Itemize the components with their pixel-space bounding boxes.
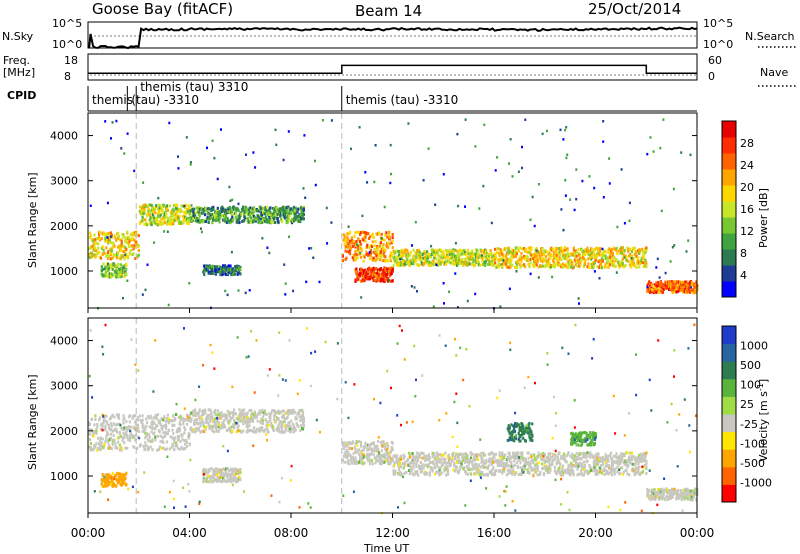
date-title: 25/Oct/2014 — [588, 0, 681, 18]
nsky-series-line — [88, 26, 698, 50]
nsky-label: N.Sky — [2, 30, 34, 43]
y-tick-label: 1000 — [50, 265, 78, 278]
y-tick-label: 4000 — [50, 130, 78, 143]
beam-title: Beam 14 — [355, 2, 422, 20]
freq-panel: Freq. [MHz] 18 8 60 0 Nave — [3, 53, 796, 87]
colorbar-tick: 28 — [740, 137, 754, 150]
nsearch-label: N.Search — [745, 30, 795, 43]
y-tick-label: 2000 — [50, 220, 78, 233]
nsearch-tick-bottom: 10^0 — [703, 38, 733, 51]
colorbar-tick: -25 — [740, 418, 758, 431]
velocity-panel: 4000 3000 2000 1000 Slant Range [km] 1000 50… — [26, 317, 772, 515]
y-tick-label: 2000 — [50, 425, 78, 438]
freq-tick-bottom: 8 — [64, 70, 71, 83]
station-title: Goose Bay (fitACF) — [92, 0, 233, 18]
x-axis-label: Time UT — [363, 542, 409, 554]
x-tick-label: 04:00 — [172, 526, 207, 540]
cpid-segment-label: themis (tau) -3310 — [346, 93, 459, 107]
x-tick-label: 16:00 — [477, 526, 512, 540]
colorbar-tick: 12 — [740, 225, 754, 238]
cpid-label: CPID — [7, 89, 36, 102]
freq-label-line1: Freq. — [3, 54, 30, 67]
cpid-segment-label: themis — [92, 93, 133, 107]
y-tick-label: 1000 — [50, 470, 78, 483]
freq-tick-top: 18 — [64, 54, 78, 67]
x-tick-label: 20:00 — [578, 526, 613, 540]
y-tick-label: 4000 — [50, 335, 78, 348]
nave-tick-top: 60 — [708, 54, 722, 67]
freq-label-line2: [MHz] — [3, 66, 35, 79]
nsky-tick-bottom: 10^0 — [52, 38, 82, 51]
x-tick-label: 08:00 — [274, 526, 309, 540]
velocity-colorbar-label: Velocity [m s-1] — [756, 379, 770, 462]
noise-panel: N.Sky 10^5 10^0 10^5 10^0 N.Search — [2, 17, 796, 51]
colorbar-tick: 100 — [740, 379, 761, 392]
power-panel: 4000 3000 2000 1000 Slant Range [km] 28 24 20… — [26, 112, 770, 310]
x-tick-label: 12:00 — [375, 526, 410, 540]
colorbar-tick: 25 — [740, 398, 754, 411]
nsky-tick-top: 10^5 — [52, 17, 82, 30]
colorbar-tick: -100 — [740, 437, 765, 450]
colorbar-tick: -1000 — [740, 476, 772, 489]
nave-tick-bottom: 0 — [708, 70, 715, 83]
cpid-segment-label: (tau) -3310 — [131, 93, 199, 107]
colorbar-tick: 20 — [740, 181, 754, 194]
colorbar-tick: 24 — [740, 159, 754, 172]
x-tick-label: 00:00 — [680, 526, 715, 540]
x-tick-label: 00:00 — [71, 526, 106, 540]
power-ylabel: Slant Range [km] — [26, 172, 39, 268]
colorbar-tick: 16 — [740, 203, 754, 216]
nsearch-tick-top: 10^5 — [703, 17, 733, 30]
freq-series-line — [88, 64, 697, 74]
nave-label: Nave — [760, 66, 788, 79]
colorbar-tick: 500 — [740, 359, 761, 372]
cpid-segment-label: themis (tau) 3310 — [140, 80, 248, 94]
y-tick-label: 3000 — [50, 380, 78, 393]
y-tick-label: 3000 — [50, 175, 78, 188]
power-colorbar-label: Power [dB] — [757, 188, 770, 248]
colorbar-tick: -500 — [740, 457, 765, 470]
colorbar-tick: 4 — [740, 269, 747, 282]
colorbar-tick: 8 — [740, 247, 747, 260]
colorbar-tick: 1000 — [740, 340, 768, 353]
velocity-ylabel: Slant Range [km] — [26, 374, 39, 470]
